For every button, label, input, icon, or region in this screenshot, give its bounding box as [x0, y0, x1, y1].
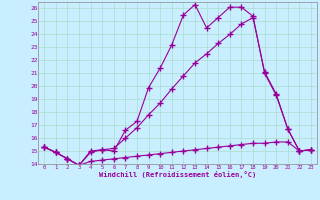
X-axis label: Windchill (Refroidissement éolien,°C): Windchill (Refroidissement éolien,°C) [99, 171, 256, 178]
